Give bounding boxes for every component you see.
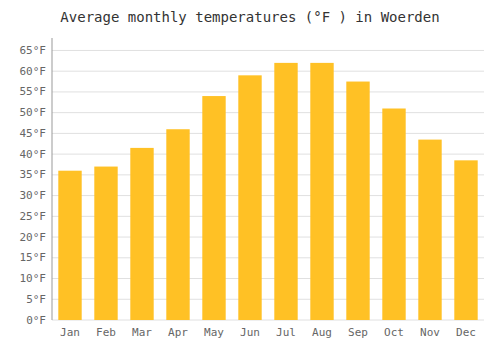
- x-tick-label: Dec: [456, 326, 476, 339]
- y-tick-label: 25°F: [20, 210, 47, 223]
- x-tick-label: Jul: [276, 326, 296, 339]
- x-tick-label: Apr: [168, 326, 188, 339]
- y-tick-label: 45°F: [20, 127, 47, 140]
- x-tick-label: Nov: [420, 326, 440, 339]
- bar: [454, 160, 477, 320]
- x-tick-label: Sep: [348, 326, 368, 339]
- bar: [346, 82, 369, 320]
- y-tick-label: 30°F: [20, 189, 47, 202]
- y-tick-label: 35°F: [20, 168, 47, 181]
- x-tick-label: May: [204, 326, 224, 339]
- bars: [58, 63, 477, 320]
- chart-container: 0°F 5°F 10°F 15°F 20°F 25°F 30°F 35°F 40°F 45°F 50…: [0, 0, 500, 350]
- y-tick-label: 55°F: [20, 85, 47, 98]
- grid: [52, 50, 484, 320]
- bar: [418, 140, 441, 320]
- y-tick-label: 20°F: [20, 231, 47, 244]
- y-tick-label: 50°F: [20, 106, 47, 119]
- y-axis: 0°F 5°F 10°F 15°F 20°F 25°F 30°F 35°F 40°F 45°F 50…: [20, 38, 53, 327]
- grid-line: [52, 112, 484, 113]
- title: Average monthly temperatures (°F ) in Wo…: [60, 9, 439, 25]
- grid-line: [52, 50, 484, 51]
- x-tick-label: Jun: [240, 326, 260, 339]
- x-tick-label: Aug: [312, 326, 332, 339]
- x-tick-label: Feb: [96, 326, 116, 339]
- x-tick-label: Mar: [132, 326, 152, 339]
- y-axis-line: [52, 38, 53, 320]
- y-tick-label: 5°F: [26, 293, 46, 306]
- bar: [274, 63, 297, 320]
- bar: [58, 171, 81, 320]
- y-tick-label: 15°F: [20, 251, 47, 264]
- y-tick-label: 60°F: [20, 65, 47, 78]
- bar: [94, 167, 117, 320]
- grid-line: [52, 133, 484, 134]
- y-tick-label: 0°F: [26, 314, 46, 327]
- bar: [382, 109, 405, 321]
- grid-line: [52, 71, 484, 72]
- y-tick-label: 10°F: [20, 272, 47, 285]
- y-tick-label: 65°F: [20, 44, 47, 57]
- bar: [202, 96, 225, 320]
- bar: [238, 75, 261, 320]
- bar: [310, 63, 333, 320]
- x-tick-label: Jan: [60, 326, 80, 339]
- y-tick-label: 40°F: [20, 148, 47, 161]
- bar: [130, 148, 153, 320]
- bar: [166, 129, 189, 320]
- x-tick-label: Oct: [384, 326, 404, 339]
- grid-line: [52, 91, 484, 92]
- x-axis: Jan Feb Mar Apr May Jun Jul Aug Sep Oct Nov Dec: [60, 326, 476, 339]
- chart-svg: 0°F 5°F 10°F 15°F 20°F 25°F 30°F 35°F 40°F 45°F 50…: [0, 0, 500, 350]
